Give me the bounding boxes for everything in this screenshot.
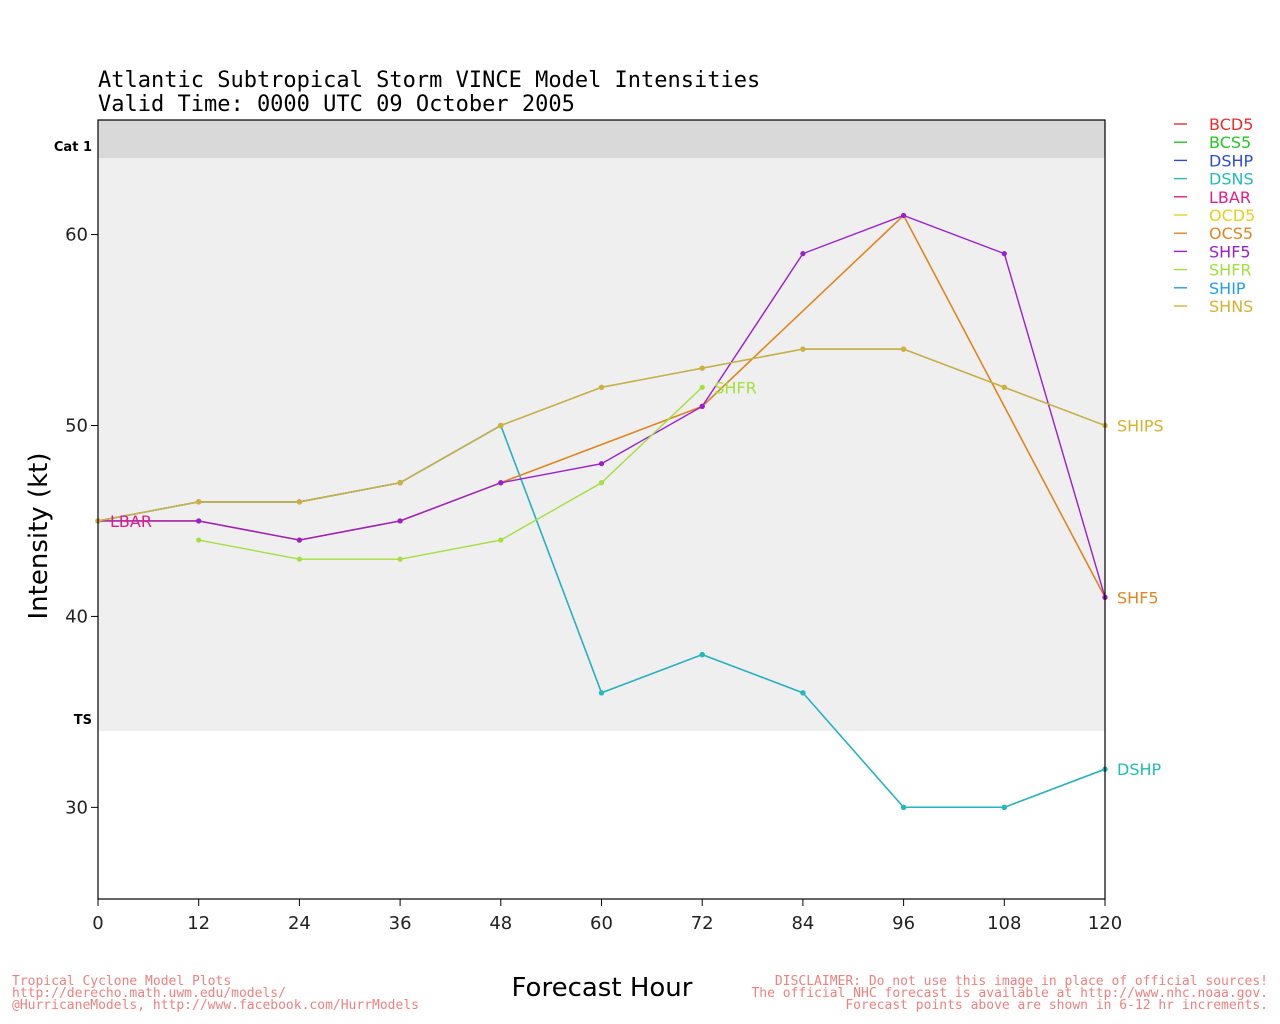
data-point-shfr (498, 537, 504, 543)
legend: BCD5BCS5DSHPDSNSLBAROCD5OCS5SHF5SHFRSHIP… (1174, 115, 1255, 316)
footer-disclaimer: DISCLAIMER: Do not use this image in pla… (751, 974, 1268, 1013)
series-end-label: SHF5 (1117, 588, 1159, 607)
footer-disclaimer-line: Forecast points above are shown in 6-12 … (845, 998, 1268, 1013)
data-point-shns (800, 346, 806, 352)
x-tick-label: 12 (187, 913, 210, 934)
data-point-dsns (699, 652, 705, 658)
data-point-shf5 (598, 461, 605, 467)
series-end-label: SHFR (714, 378, 757, 397)
legend-label-bcd5: BCD5 (1209, 115, 1253, 134)
legend-label-lbar: LBAR (1209, 188, 1251, 207)
data-point-shfr (196, 537, 202, 543)
series-end-label: LBAR (110, 512, 152, 531)
legend-label-shf5: SHF5 (1209, 242, 1251, 261)
band-label: Cat 1 (54, 140, 92, 155)
series-end-labels: LBAR SHFR SHIPS DSHP SHF5 (110, 378, 1164, 779)
data-point-shf5 (1001, 251, 1007, 257)
legend-label-ocd5: OCD5 (1209, 206, 1255, 225)
chart-subtitle: Valid Time: 0000 UTC 09 October 2005 (98, 92, 575, 117)
x-tick-label: 72 (691, 913, 714, 934)
legend-label-ocs5: OCS5 (1209, 224, 1253, 243)
y-tick-label: 50 (65, 415, 88, 436)
data-point-dsns (598, 690, 605, 696)
legend-label-bcs5: BCS5 (1209, 133, 1251, 152)
series-line-shfr (198, 386, 703, 560)
data-point-dsns (800, 690, 806, 696)
legend-label-ship: SHIP (1209, 279, 1246, 298)
data-point-shf5 (498, 480, 504, 486)
data-point-shfr (296, 556, 302, 562)
legend-label-shfr: SHFR (1209, 261, 1252, 280)
footer-disclaimer-line: DISCLAIMER: Do not use this image in pla… (774, 974, 1268, 989)
data-point-shns (699, 365, 705, 371)
footer-credits: Tropical Cyclone Model Plots http://dere… (12, 974, 419, 1013)
x-axis-title: Forecast Hour (512, 973, 693, 1003)
data-point-shfr (397, 556, 403, 562)
footer-credit-line: @HurricaneModels, http://www.facebook.co… (12, 998, 419, 1013)
data-point-shns (397, 480, 403, 486)
y-tick-label: 60 (65, 225, 88, 246)
series-lines (95, 212, 1108, 810)
data-point-dsns (901, 804, 907, 810)
chart-title: Atlantic Subtropical Storm VINCE Model I… (98, 68, 760, 93)
footer-credit-line: http://derecho.math.uwm.edu/models/ (12, 986, 286, 1001)
x-tick-label: 0 (92, 913, 103, 934)
data-point-shf5 (196, 518, 202, 524)
data-point-shns (901, 346, 907, 352)
data-point-shns (196, 499, 202, 505)
x-tick-label: 24 (288, 913, 311, 934)
footer-disclaimer-line: The official NHC forecast is available a… (751, 986, 1268, 1001)
data-point-shf5 (800, 251, 806, 257)
axis-ticks: 0 12 24 36 48 60 72 84 96 108 120 30 40 50 60 (65, 225, 1122, 934)
band-label: TS (74, 713, 92, 728)
x-tick-label: 84 (791, 913, 814, 934)
intensity-bands: TS Cat 1 (54, 120, 1105, 731)
data-point-shns (498, 422, 504, 429)
data-point-shfr (598, 480, 605, 486)
data-point-shfr (699, 384, 705, 390)
x-tick-label: 36 (389, 913, 412, 934)
legend-label-dsns: DSNS (1209, 170, 1254, 189)
x-tick-label: 60 (590, 913, 613, 934)
y-tick-label: 40 (65, 606, 88, 627)
data-point-shf5 (397, 518, 403, 524)
series-end-label: DSHP (1117, 760, 1162, 779)
legend-label-dshp: DSHP (1209, 151, 1254, 170)
x-tick-label: 48 (489, 913, 512, 934)
footer-credit-line: Tropical Cyclone Model Plots (12, 974, 232, 989)
y-axis-title: Intensity (kt) (24, 453, 54, 620)
legend-label-shns: SHNS (1209, 297, 1253, 316)
data-point-shns (1001, 384, 1007, 390)
data-point-shf5 (296, 537, 302, 543)
band-cat-1 (98, 120, 1105, 159)
y-tick-label: 30 (65, 797, 88, 818)
data-point-dsns (1001, 804, 1007, 810)
x-tick-label: 108 (987, 913, 1021, 934)
data-point-shns (598, 384, 605, 390)
data-point-shns (296, 499, 302, 505)
x-tick-label: 120 (1088, 913, 1122, 934)
x-tick-label: 96 (892, 913, 915, 934)
plot-frame (97, 119, 1106, 900)
data-point-shf5 (699, 403, 705, 409)
data-point-shf5 (901, 212, 907, 219)
series-end-label: SHIPS (1117, 416, 1164, 435)
